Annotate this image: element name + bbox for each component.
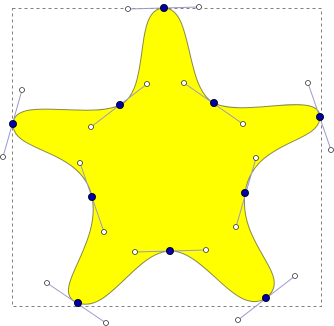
handle-upper-left-valley-out[interactable] <box>88 124 94 130</box>
node-left-tip[interactable] <box>8 120 17 129</box>
handle-right-tip-upper[interactable] <box>305 80 311 86</box>
handle-bottom-right-tip-outer[interactable] <box>292 273 298 279</box>
selection-bounding-box <box>12 8 322 307</box>
node-lower-right-valley[interactable] <box>240 188 249 197</box>
handle-top-tip-right[interactable] <box>196 4 202 10</box>
node-bottom-left-tip[interactable] <box>74 298 83 307</box>
node-right-tip[interactable] <box>315 113 324 122</box>
node-lower-left-valley[interactable] <box>88 192 97 201</box>
handle-bottom-left-tip-inner[interactable] <box>103 320 109 326</box>
node-bottom-right-tip[interactable] <box>261 293 270 302</box>
node-bottom-valley[interactable] <box>165 246 174 255</box>
handle-bottom-right-tip-inner[interactable] <box>235 317 241 323</box>
handle-bottom-left-tip-outer[interactable] <box>44 280 50 286</box>
node-upper-left-valley[interactable] <box>116 101 125 110</box>
node-upper-right-valley[interactable] <box>209 99 218 108</box>
handle-bottom-valley-right[interactable] <box>203 247 209 253</box>
handle-lower-right-valley-in[interactable] <box>253 155 259 161</box>
handle-right-tip-lower[interactable] <box>328 147 334 153</box>
nodes-layer <box>8 4 324 307</box>
handle-top-tip-left[interactable] <box>125 6 131 12</box>
handle-left-tip-upper[interactable] <box>19 87 25 93</box>
handle-upper-right-valley-in[interactable] <box>181 80 187 86</box>
handle-lower-left-valley-in[interactable] <box>77 160 83 166</box>
handle-upper-left-valley-in[interactable] <box>144 81 150 87</box>
handle-upper-right-valley-out[interactable] <box>240 121 246 127</box>
handle-lower-right-valley-out[interactable] <box>233 224 239 230</box>
node-top-tip[interactable] <box>159 4 168 12</box>
handle-lower-left-valley-out[interactable] <box>101 229 107 235</box>
handle-bottom-valley-left[interactable] <box>132 249 138 255</box>
star-path[interactable] <box>12 7 321 305</box>
handle-left-tip-lower[interactable] <box>0 154 6 160</box>
